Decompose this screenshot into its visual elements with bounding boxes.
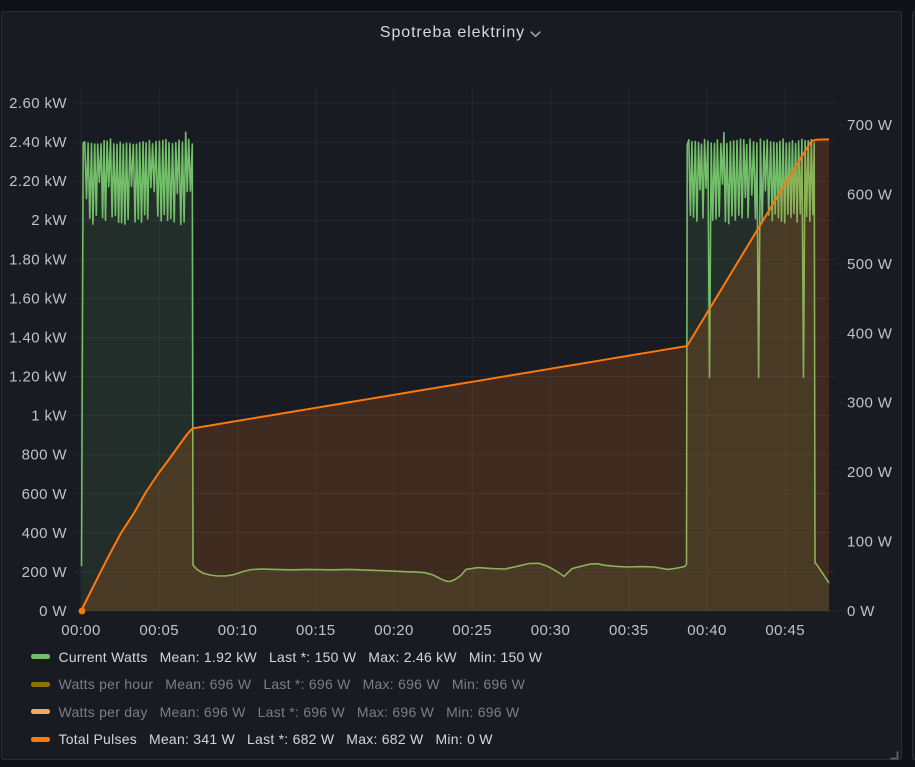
svg-text:00:10: 00:10 [218,622,258,639]
svg-text:400 W: 400 W [847,325,893,342]
svg-text:0 W: 0 W [847,603,875,620]
svg-text:500 W: 500 W [847,256,893,273]
svg-text:2 kW: 2 kW [31,212,67,229]
svg-text:00:40: 00:40 [687,622,727,639]
svg-text:600 W: 600 W [847,186,893,203]
svg-text:00:25: 00:25 [452,622,492,639]
svg-text:1.40 kW: 1.40 kW [9,330,67,347]
svg-text:400 W: 400 W [22,525,68,542]
svg-text:300 W: 300 W [847,395,893,412]
svg-text:2.60 kW: 2.60 kW [9,95,67,112]
svg-text:00:45: 00:45 [765,622,805,639]
svg-text:200 W: 200 W [847,464,893,481]
svg-text:2.40 kW: 2.40 kW [9,134,67,151]
svg-text:800 W: 800 W [22,447,68,464]
svg-text:00:00: 00:00 [61,622,101,639]
svg-text:700 W: 700 W [847,117,893,134]
svg-text:1.60 kW: 1.60 kW [9,290,67,307]
svg-text:0 W: 0 W [39,603,67,620]
svg-text:00:15: 00:15 [296,622,336,639]
svg-text:1.20 kW: 1.20 kW [9,369,67,386]
svg-text:00:20: 00:20 [374,622,414,639]
svg-text:1 kW: 1 kW [31,408,67,425]
svg-text:00:30: 00:30 [531,622,571,639]
svg-text:00:35: 00:35 [609,622,649,639]
svg-text:600 W: 600 W [22,486,68,503]
svg-text:100 W: 100 W [847,534,893,551]
svg-text:200 W: 200 W [22,564,68,581]
svg-text:1.80 kW: 1.80 kW [9,251,67,268]
svg-text:2.20 kW: 2.20 kW [9,173,67,190]
svg-text:00:05: 00:05 [139,622,179,639]
